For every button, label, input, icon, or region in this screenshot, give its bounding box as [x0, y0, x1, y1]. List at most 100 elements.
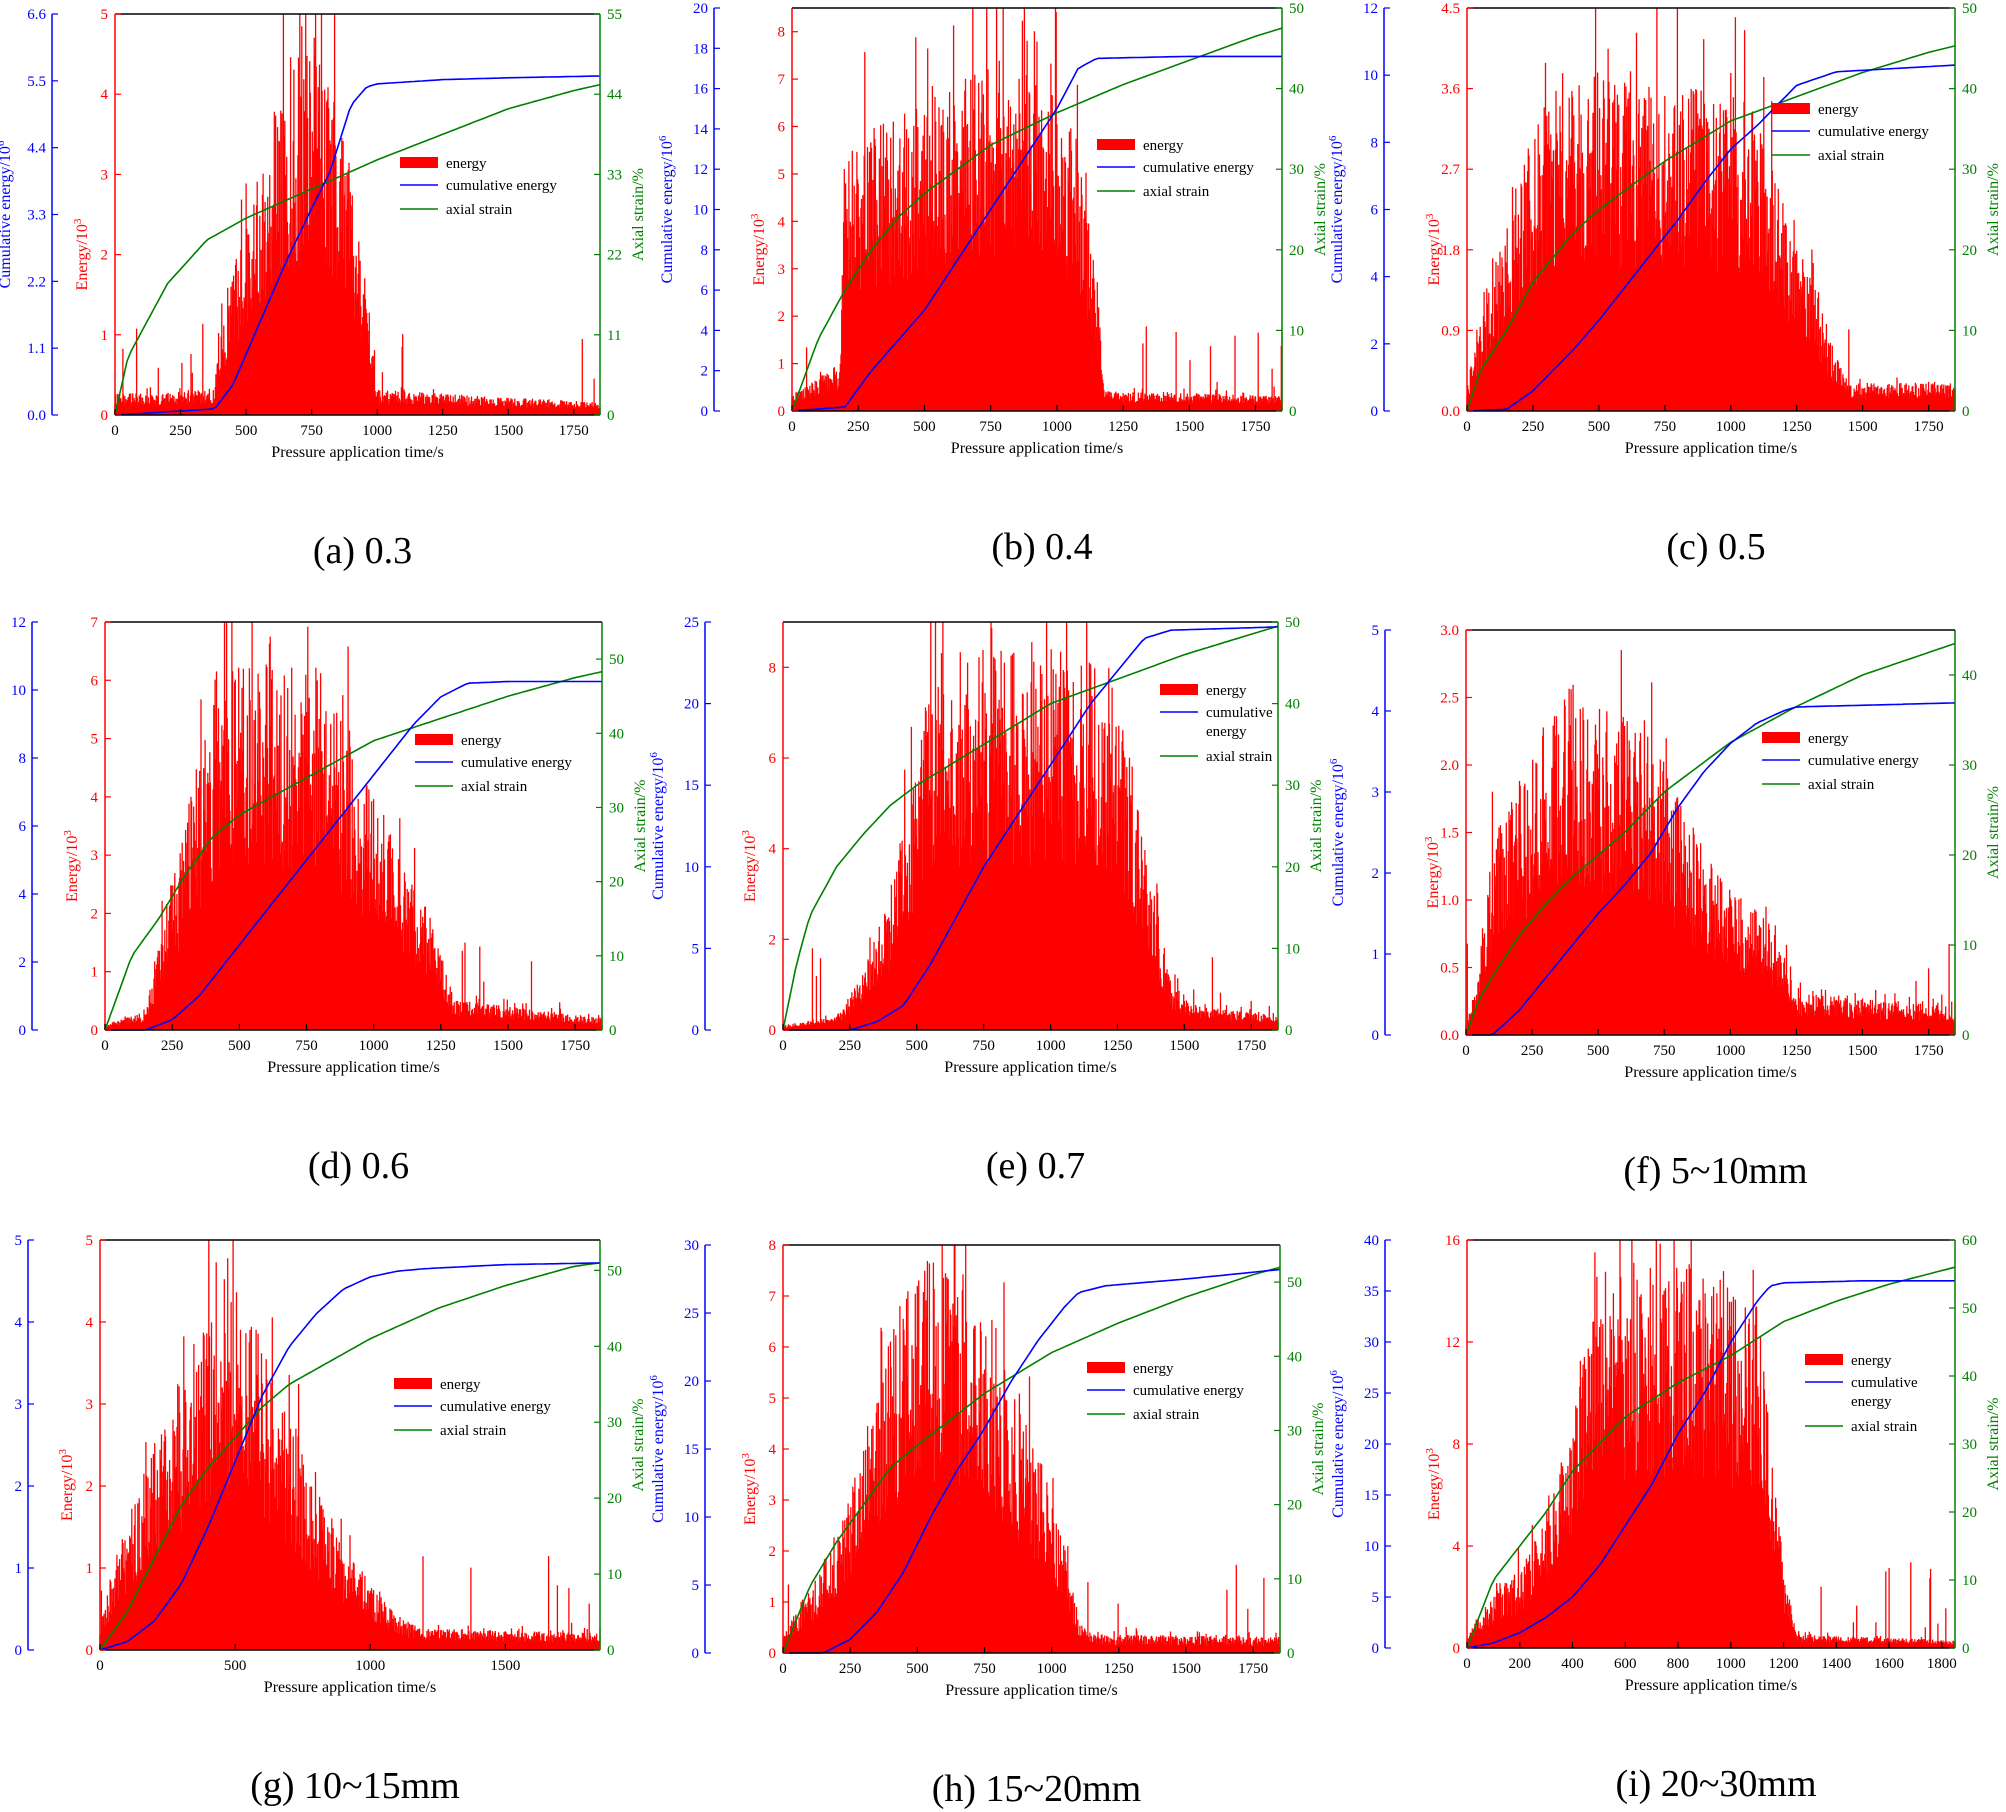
- cumulative-tick-label: 0: [1372, 1028, 1380, 1044]
- cumulative-energy-line: [1466, 64, 1956, 412]
- x-tick-label: 1000: [362, 423, 392, 439]
- cumulative-axis-title: Cumulative energy/106: [1328, 758, 1347, 906]
- energy-tick-label: 1.8: [1441, 243, 1460, 259]
- cumulative-energy-line: [114, 75, 601, 416]
- energy-tick-label: 6: [769, 751, 777, 767]
- cumulative-tick-label: 2.2: [27, 274, 46, 290]
- strain-tick-label: 50: [1285, 615, 1300, 631]
- legend-strain-label: axial strain: [1808, 777, 1875, 793]
- x-tick-label: 500: [1588, 419, 1611, 435]
- axial-strain-line: [1465, 642, 1956, 1036]
- x-axis-title: Pressure application time/s: [1624, 1064, 1796, 1081]
- cumulative-tick-label: 4.4: [27, 141, 46, 157]
- energy-tick-label: 1.0: [1440, 893, 1459, 909]
- cumulative-tick-label: 8: [701, 243, 709, 259]
- legend-energy-label: energy: [446, 156, 487, 172]
- strain-tick-label: 0: [1285, 1023, 1293, 1039]
- energy-tick-label: 2.7: [1441, 162, 1460, 178]
- energy-tick-label: 0.0: [1441, 404, 1460, 420]
- x-tick-label: 1500: [1169, 1038, 1199, 1054]
- strain-tick-label: 30: [1289, 162, 1304, 178]
- x-tick-label: 1250: [426, 1038, 456, 1054]
- energy-axis-title: Energy/103: [1423, 836, 1442, 908]
- strain-tick-label: 55: [607, 7, 622, 23]
- cumulative-tick-label: 0: [1371, 404, 1379, 420]
- x-tick-label: 750: [295, 1038, 318, 1054]
- x-tick-label: 500: [906, 1038, 929, 1054]
- x-tick-label: 1750: [1241, 419, 1271, 435]
- strain-tick-label: 0: [607, 408, 615, 424]
- x-tick-label: 1750: [1914, 1043, 1944, 1059]
- cumulative-tick-label: 0: [701, 404, 709, 420]
- cumulative-tick-label: 10: [693, 203, 708, 219]
- cumulative-tick-label: 12: [693, 162, 708, 178]
- cumulative-tick-label: 6.6: [27, 7, 46, 23]
- legend: energy cumulative energy axial strain: [1097, 138, 1254, 200]
- cumulative-energy-line: [105, 680, 602, 1031]
- energy-tick-label: 6: [91, 673, 99, 689]
- x-tick-label: 1250: [1102, 1038, 1132, 1054]
- legend-cumulative-label: cumulative energy: [1143, 160, 1254, 176]
- cumulative-tick-label: 8: [19, 751, 27, 767]
- cumulative-tick-label: 14: [693, 122, 709, 138]
- energy-bars: [104, 622, 603, 1030]
- cumulative-tick-label: 3: [1372, 785, 1380, 801]
- energy-axis-title: Energy/103: [62, 830, 81, 902]
- x-tick-label: 250: [169, 423, 192, 439]
- cumulative-tick-label: 0: [19, 1023, 27, 1039]
- energy-tick-label: 2: [91, 906, 99, 922]
- x-tick-label: 250: [839, 1038, 862, 1054]
- strain-tick-label: 0: [1962, 1028, 1970, 1044]
- x-tick-label: 1250: [428, 423, 458, 439]
- energy-bars: [782, 622, 1279, 1030]
- strain-tick-label: 50: [609, 652, 624, 668]
- x-tick-label: 0: [1462, 1043, 1470, 1059]
- strain-tick-label: 40: [1285, 697, 1300, 713]
- x-tick-label: 500: [913, 419, 936, 435]
- x-tick-label: 0: [101, 1038, 109, 1054]
- cumulative-tick-label: 18: [693, 41, 708, 57]
- energy-tick-label: 1: [91, 965, 99, 981]
- x-tick-label: 250: [161, 1038, 184, 1054]
- energy-bars: [791, 8, 1283, 411]
- legend-cumulative-label-cont: energy: [1206, 724, 1247, 740]
- strain-tick-label: 30: [1285, 778, 1300, 794]
- x-tick-label: 0: [111, 423, 119, 439]
- cumulative-energy-line: [791, 55, 1282, 412]
- energy-tick-label: 4.5: [1441, 1, 1460, 17]
- legend-energy-label: energy: [1818, 102, 1859, 118]
- legend-cumulative-label: cumulative energy: [1818, 124, 1929, 140]
- x-tick-label: 1500: [1848, 419, 1878, 435]
- x-tick-label: 750: [972, 1038, 995, 1054]
- energy-tick-label: 0: [778, 404, 786, 420]
- cumulative-tick-label: 0.0: [27, 408, 46, 424]
- legend-energy-label: energy: [1206, 683, 1247, 699]
- panel-caption: (f) 5~10mm: [1623, 1150, 1807, 1192]
- strain-axis-title: Axial strain/%: [1308, 780, 1325, 873]
- energy-tick-label: 0: [101, 408, 109, 424]
- x-tick-label: 0: [788, 419, 796, 435]
- cumulative-tick-label: 5.5: [27, 74, 46, 90]
- strain-tick-label: 20: [1289, 243, 1304, 259]
- energy-tick-label: 4: [769, 842, 777, 858]
- energy-tick-label: 8: [769, 660, 777, 676]
- cumulative-tick-label: 6: [1371, 203, 1379, 219]
- strain-tick-label: 10: [1962, 938, 1977, 954]
- cumulative-tick-label: 25: [684, 615, 699, 631]
- energy-tick-label: 4: [91, 790, 99, 806]
- x-tick-label: 0: [779, 1038, 787, 1054]
- strain-tick-label: 10: [1285, 941, 1300, 957]
- energy-tick-label: 3: [778, 262, 786, 278]
- cumulative-tick-label: 6: [19, 819, 27, 835]
- legend-cumulative-label: cumulative energy: [446, 178, 557, 194]
- strain-axis-title: Axial strain/%: [1985, 163, 2002, 256]
- energy-bars: [114, 14, 601, 415]
- panel-caption: (e) 0.7: [986, 1145, 1085, 1187]
- legend-strain-label: axial strain: [1818, 148, 1885, 164]
